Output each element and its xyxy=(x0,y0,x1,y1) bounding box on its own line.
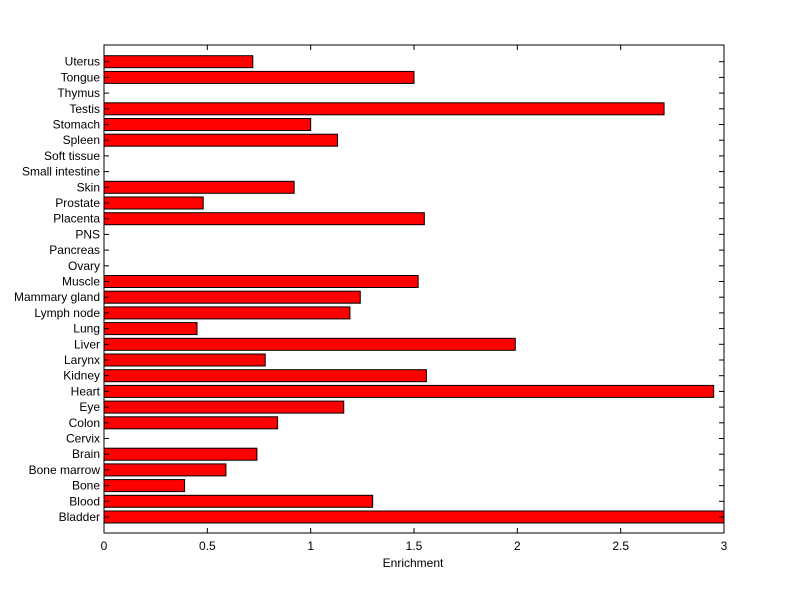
bar xyxy=(103,70,415,84)
y-tick-label: Muscle xyxy=(62,275,100,289)
bar xyxy=(103,479,186,493)
x-tick-label: 2 xyxy=(514,539,521,553)
bar xyxy=(103,353,266,367)
y-tick-label: Bladder xyxy=(59,510,100,524)
y-tick-label: Tongue xyxy=(61,70,101,84)
x-tick-label: 2.5 xyxy=(612,539,629,553)
y-tick-label: Ovary xyxy=(68,259,100,273)
y-tick-label: Spleen xyxy=(63,133,100,147)
bar xyxy=(103,275,419,288)
y-tick-label: Colon xyxy=(69,416,100,430)
y-tick-label: Bone marrow xyxy=(29,463,101,477)
y-tick-label: Blood xyxy=(69,494,100,508)
bar xyxy=(103,416,279,430)
y-tick-label: Soft tissue xyxy=(44,149,100,163)
bar xyxy=(103,180,295,194)
y-tick-label: Eye xyxy=(79,400,100,414)
y-tick-label: Uterus xyxy=(65,55,100,69)
bar xyxy=(103,400,345,414)
y-tick-label: Bone xyxy=(72,479,100,493)
y-tick-label: Testis xyxy=(69,102,100,116)
bar xyxy=(103,133,339,147)
bar xyxy=(103,322,198,336)
bar xyxy=(103,510,725,524)
bar xyxy=(103,306,351,320)
x-tick-label: 1.5 xyxy=(406,539,423,553)
bar xyxy=(103,212,425,226)
y-tick-label: Lung xyxy=(73,322,100,336)
y-tick-label: Stomach xyxy=(53,118,100,132)
y-tick-label: PNS xyxy=(75,227,100,241)
y-tick-label: Liver xyxy=(74,337,100,351)
x-tick-label: 1 xyxy=(307,539,314,553)
bar xyxy=(103,118,312,131)
bar xyxy=(103,337,516,351)
y-tick-label: Larynx xyxy=(64,353,100,367)
y-tick-label: Heart xyxy=(71,384,101,398)
x-axis-label: Enrichment xyxy=(383,556,444,570)
x-tick-label: 3 xyxy=(721,539,728,553)
bar xyxy=(103,369,427,383)
bar xyxy=(103,102,665,116)
x-axis: 0 0.5 1 1.5 2 2.5 3 xyxy=(101,45,728,553)
bar xyxy=(103,55,254,69)
x-tick-label: 0 xyxy=(101,539,108,553)
y-tick-label: Pancreas xyxy=(49,243,100,257)
y-tick-label: Prostate xyxy=(55,196,100,210)
y-tick-label: Mammary gland xyxy=(14,290,100,304)
bar xyxy=(103,447,258,461)
bar xyxy=(103,196,204,210)
x-tick-label: 0.5 xyxy=(199,539,216,553)
bars-layer xyxy=(103,55,725,524)
bar xyxy=(103,463,227,477)
y-tick-label: Skin xyxy=(77,180,100,194)
y-tick-label: Placenta xyxy=(53,212,100,226)
bar xyxy=(103,290,361,304)
bar xyxy=(103,384,715,398)
y-tick-label: Cervix xyxy=(66,432,100,446)
y-tick-label: Small intestine xyxy=(22,165,100,179)
y-tick-label: Kidney xyxy=(63,369,100,383)
bar xyxy=(103,494,374,508)
y-tick-label: Brain xyxy=(72,447,100,461)
y-tick-label: Thymus xyxy=(57,86,100,100)
y-tick-label: Lymph node xyxy=(34,306,100,320)
